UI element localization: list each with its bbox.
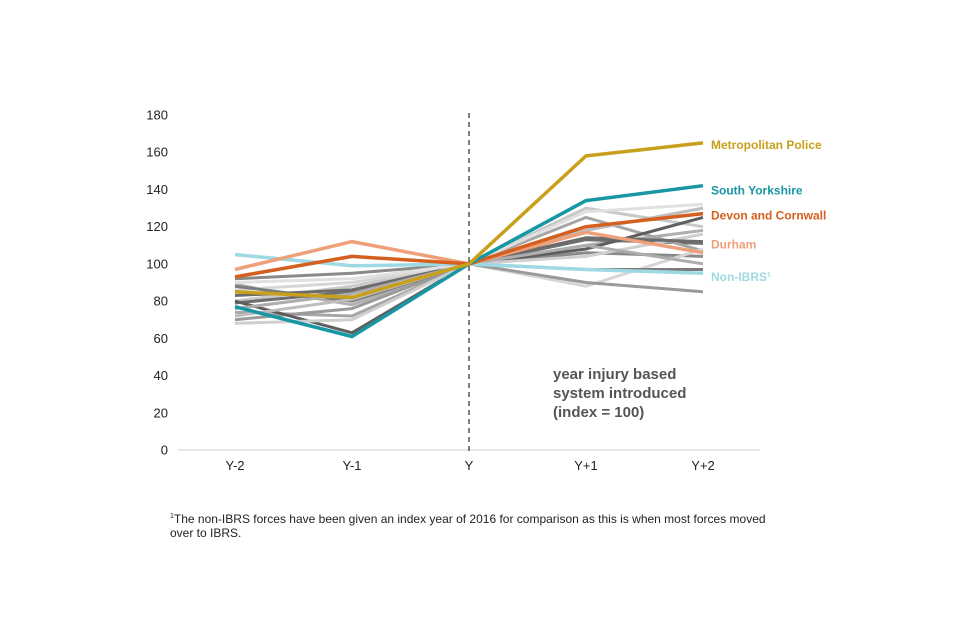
y-tick-label: 60 bbox=[154, 331, 168, 346]
x-tick-label: Y bbox=[465, 458, 474, 473]
series-labels: Non-IBRS¹ Durham Devon and Cornwall South Y… bbox=[711, 138, 826, 284]
y-tick-label: 160 bbox=[146, 145, 168, 160]
series-label-devon-and-cornwall: Devon and Cornwall bbox=[711, 209, 826, 223]
x-axis: Y-2 Y-1 Y Y+1 Y+2 bbox=[178, 449, 760, 473]
series-label-metropolitan-police: Metropolitan Police bbox=[711, 138, 822, 152]
footnote-marker: 1 bbox=[170, 513, 174, 520]
footnote: 1The non-IBRS forces have been given an … bbox=[170, 510, 770, 540]
series-label-non-ibrs: Non-IBRS¹ bbox=[711, 270, 771, 284]
x-tick-label: Y+2 bbox=[691, 458, 715, 473]
y-tick-label: 100 bbox=[146, 256, 168, 271]
y-tick-label: 180 bbox=[146, 108, 168, 123]
annotation-line-2: system introduced bbox=[553, 385, 686, 402]
y-tick-label: 40 bbox=[154, 368, 168, 383]
x-tick-label: Y-2 bbox=[225, 458, 244, 473]
y-tick-label: 80 bbox=[154, 294, 168, 309]
series-line-metropolitan-police bbox=[234, 141, 704, 300]
annotation-line-3: (index = 100) bbox=[553, 404, 644, 421]
y-axis: 0 20 40 60 80 100 120 140 160 180 bbox=[146, 108, 168, 458]
highlighted-series-lines bbox=[234, 141, 704, 339]
series-label-durham: Durham bbox=[711, 238, 756, 252]
y-tick-label: 0 bbox=[161, 443, 168, 458]
x-tick-label: Y-1 bbox=[342, 458, 361, 473]
y-tick-label: 20 bbox=[154, 405, 168, 420]
annotation-line-1: year injury based bbox=[553, 366, 676, 383]
y-tick-label: 140 bbox=[146, 182, 168, 197]
footnote-text: The non-IBRS forces have been given an i… bbox=[170, 512, 766, 540]
x-tick-label: Y+1 bbox=[574, 458, 598, 473]
y-tick-label: 120 bbox=[146, 219, 168, 234]
series-label-south-yorkshire: South Yorkshire bbox=[711, 184, 803, 198]
